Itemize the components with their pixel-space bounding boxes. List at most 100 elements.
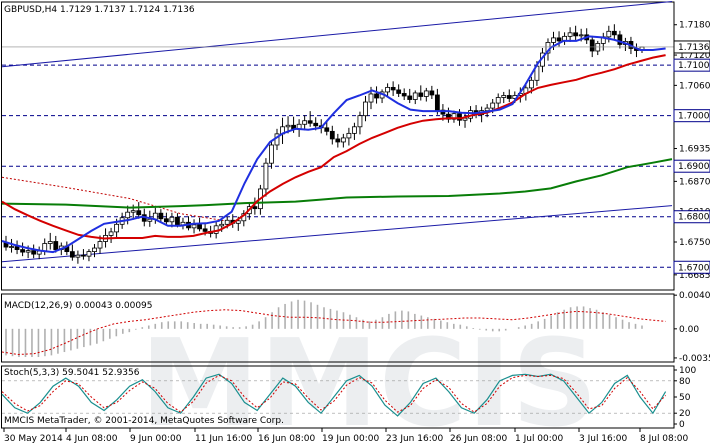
time-tick-label: 26 Jun 08:00 [450,434,507,444]
candle-body [81,254,86,257]
level-label: 1.6900 [678,162,710,172]
watermark-text: MMCIS [140,315,598,445]
candle-body [20,249,25,253]
candle-body [125,211,131,219]
candle-body [573,32,579,37]
candle-body [130,210,136,213]
candle-body [86,251,92,257]
candle-body [329,130,335,140]
candle-body [357,115,363,128]
candle-body [368,93,374,103]
level-label: 1.6800 [678,213,710,223]
macd-panel[interactable]: 0.00406 0.00 -0.00351 [1,291,710,364]
price-tick-label: 1.7180 [679,21,710,31]
slow-ma-line [1,158,673,209]
level-label: 1.6700 [678,263,710,273]
candle-body [197,224,202,230]
candle-body [313,122,319,127]
candle-body [108,231,114,236]
candle-body [396,89,402,94]
price-tick-label: 1.7060 [679,81,710,91]
channel-upper-line [1,1,673,68]
candle-body [269,144,274,164]
candle-body [490,102,496,109]
candle-body [556,37,562,42]
candle-body [53,241,59,250]
candle-body [495,97,501,104]
mid-ma-line [1,54,666,240]
candle-body [501,95,507,98]
time-tick-label: 4 Jun 08:00 [66,434,118,444]
stoch-label: Stoch(5,3,3) 59.5041 52.9356 [4,368,140,378]
time-tick-label: 23 Jun 16:00 [386,434,443,444]
current-price-label: 1.7136 [678,43,710,53]
candle-body [374,93,379,99]
candle-body [506,95,512,99]
stoch-tick-label: 50 [679,393,691,403]
candle-body [307,120,313,124]
time-tick-label: 1 Jul 00:00 [515,434,564,444]
chart-header: GBPUSD,H4 1.7129 1.7137 1.7124 1.7136 [4,5,195,15]
candle-body [611,30,617,36]
level-label: 1.7000 [678,112,710,122]
candle-body [324,127,330,132]
candle-body [589,39,595,52]
candle-body [263,162,269,190]
candle-body [606,30,612,38]
time-tick-label: 30 May 2014 [4,434,63,444]
level-label-box [673,159,710,173]
candle-body [335,138,341,143]
time-tick-label: 3 Jul 16:00 [579,434,628,444]
macd-signal-line [1,309,666,356]
candle-body [567,32,573,37]
candle-body [14,246,20,250]
fast-ma-line [1,35,666,254]
candle-body [219,223,225,227]
candle-body [136,210,142,216]
time-tick-label: 16 Jun 08:00 [258,434,315,444]
macd-tick-label: -0.00351 [679,354,710,364]
channel-lower-line [1,205,673,263]
time-axis: 30 May 2014 4 Jun 08:00 9 Jun 00:00 11 Jun … [3,428,689,444]
time-tick-label: 19 Jun 00:00 [322,434,379,444]
candle-body [191,224,197,229]
macd-label: MACD(12,26,9) 0.00043 0.00095 [4,301,153,311]
stoch-tick-label: 100 [679,366,696,376]
candle-body [158,212,164,220]
candle-body [97,241,103,249]
candle-body [551,37,556,43]
candle-body [302,120,308,125]
price-panel-frame [1,1,675,291]
stoch-tick-label: 20 [679,409,691,419]
copyright-text: MMCIS MetaTrader, © 2001-2014, MetaQuote… [4,416,284,426]
price-tick-label: 1.6685 [679,271,710,281]
candle-body [25,250,31,253]
dotted-ma-line [1,176,226,222]
candle-body [528,79,534,89]
candle-body [235,220,241,224]
candle-body [175,216,180,226]
candle-body [252,206,258,210]
candle-body [163,218,169,223]
candle-body [617,34,623,45]
candle-body [412,92,418,100]
price-panel[interactable]: 1.71801.71201.70601.69951.69351.68701.68… [1,1,710,291]
stoch-signal-line [1,374,666,413]
candle-body [484,107,490,112]
watermark: MMCIS [140,315,598,445]
level-label-box [673,210,710,224]
level-label-box [673,58,710,72]
candle-body [9,246,14,248]
candle-body [434,94,440,111]
candle-body [390,86,396,91]
candle-body [385,86,391,93]
candle-body [147,218,153,222]
price-tick-label: 1.6750 [679,238,710,248]
candle-body [31,250,37,255]
candle-body [457,113,462,121]
candle-body [401,93,407,97]
level-label-box [673,109,710,123]
macd-panel-frame [1,293,675,363]
